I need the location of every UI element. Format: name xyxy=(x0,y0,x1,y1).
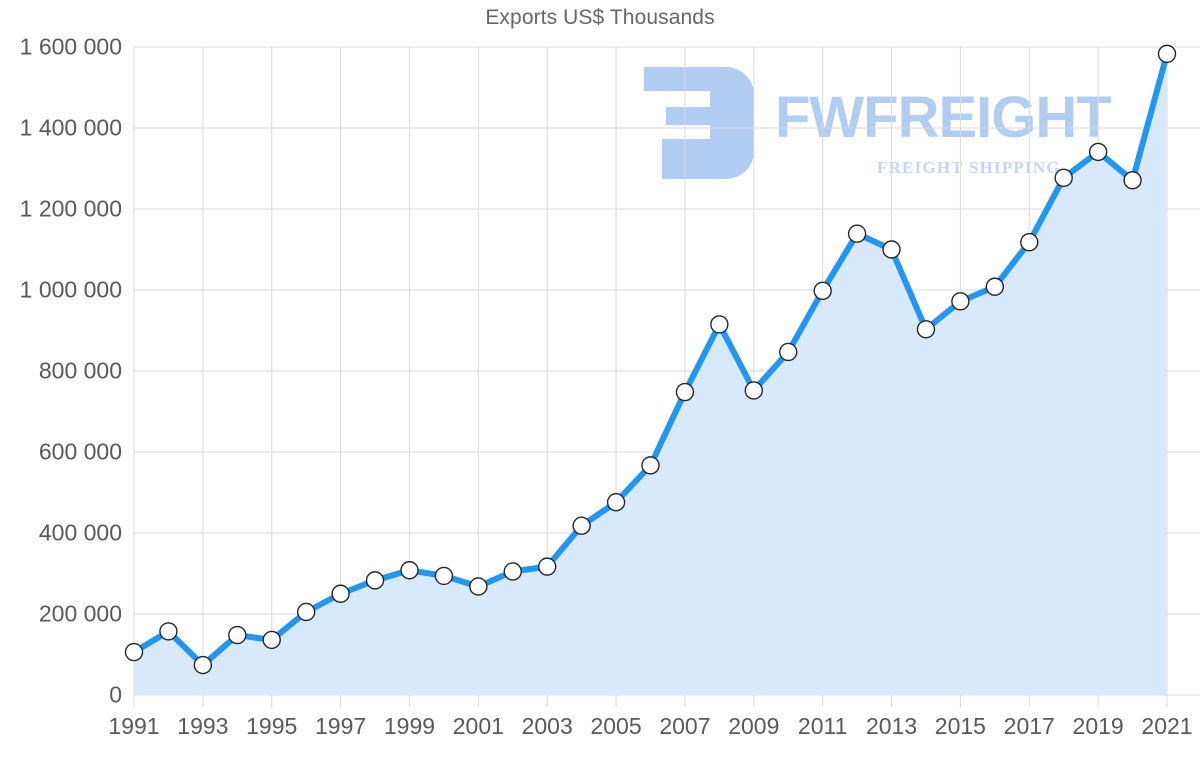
y-axis-tick-label: 200 000 xyxy=(38,600,122,627)
y-axis-tick-label: 1 600 000 xyxy=(19,33,122,60)
data-point-marker xyxy=(503,562,522,581)
x-axis-tick-label: 1997 xyxy=(315,713,367,739)
y-axis-tick-label: 400 000 xyxy=(38,519,122,546)
x-axis-tick-label: 2001 xyxy=(452,713,504,739)
data-point-marker xyxy=(779,342,798,362)
x-axis-tick-label: 2021 xyxy=(1141,713,1193,739)
y-axis-tick-label: 1 200 000 xyxy=(19,195,122,222)
data-point-marker xyxy=(744,381,763,400)
data-point-marker xyxy=(262,630,281,650)
data-point-marker xyxy=(538,557,557,576)
data-point-marker xyxy=(228,625,247,645)
x-axis-tick-label: 2017 xyxy=(1003,713,1055,739)
data-point-marker xyxy=(641,456,660,475)
chart-title: Exports US$ Thousands xyxy=(485,6,715,29)
area-fill xyxy=(134,53,1167,695)
x-axis-tick-label: 2013 xyxy=(865,713,918,739)
y-axis-tick-label: 800 000 xyxy=(38,357,122,384)
data-point-marker xyxy=(193,655,213,675)
y-axis-tick-label: 1 400 000 xyxy=(19,114,122,141)
x-axis-tick-label: 2015 xyxy=(934,713,986,739)
data-point-marker xyxy=(710,315,729,334)
x-axis-tick-label: 2009 xyxy=(728,713,780,739)
data-point-marker xyxy=(847,224,867,243)
data-point-marker xyxy=(331,584,350,603)
data-point-marker xyxy=(159,622,178,641)
data-point-marker xyxy=(882,240,901,259)
x-axis-tick-label: 1991 xyxy=(108,713,160,739)
x-axis-tick-label: 2019 xyxy=(1072,713,1124,739)
data-point-marker xyxy=(1123,171,1142,190)
data-point-marker xyxy=(434,566,454,586)
data-point-marker xyxy=(916,320,936,339)
y-axis-tick-label: 0 xyxy=(109,681,122,708)
x-axis-tick-label: 1995 xyxy=(246,713,298,739)
data-point-marker xyxy=(1157,44,1177,64)
data-point-marker xyxy=(124,642,144,662)
data-point-marker xyxy=(985,277,1005,296)
x-axis-tick-label: 2005 xyxy=(590,713,642,739)
x-axis-tick-label: 2003 xyxy=(521,713,573,739)
data-point-marker xyxy=(813,281,832,301)
data-point-marker xyxy=(1054,168,1073,188)
x-axis-tick-label: 1993 xyxy=(177,713,229,739)
data-point-marker xyxy=(1020,233,1039,252)
x-axis-tick-label: 2011 xyxy=(797,713,848,739)
x-axis-tick-label: 1999 xyxy=(383,713,436,739)
y-axis-tick-label: 1 000 000 xyxy=(19,276,122,303)
data-point-marker xyxy=(606,493,626,512)
data-point-marker xyxy=(296,602,316,622)
data-point-marker xyxy=(675,382,695,402)
y-axis-tick-label: 600 000 xyxy=(38,438,122,465)
data-point-markers xyxy=(124,44,1177,675)
data-point-marker xyxy=(365,571,385,590)
data-point-marker xyxy=(469,577,488,596)
data-point-marker xyxy=(572,516,591,535)
x-axis-tick-label: 2007 xyxy=(659,713,711,739)
data-point-marker xyxy=(400,561,419,580)
data-point-marker xyxy=(951,292,970,311)
data-point-marker xyxy=(1088,142,1108,162)
